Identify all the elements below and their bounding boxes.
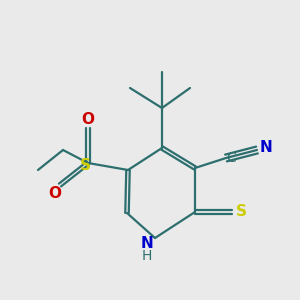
Text: H: H [142, 249, 152, 263]
Text: O: O [82, 112, 94, 127]
Text: C: C [226, 151, 236, 165]
Text: S: S [236, 205, 247, 220]
Text: N: N [141, 236, 153, 250]
Text: N: N [260, 140, 272, 155]
Text: O: O [49, 187, 62, 202]
Text: S: S [80, 158, 91, 172]
